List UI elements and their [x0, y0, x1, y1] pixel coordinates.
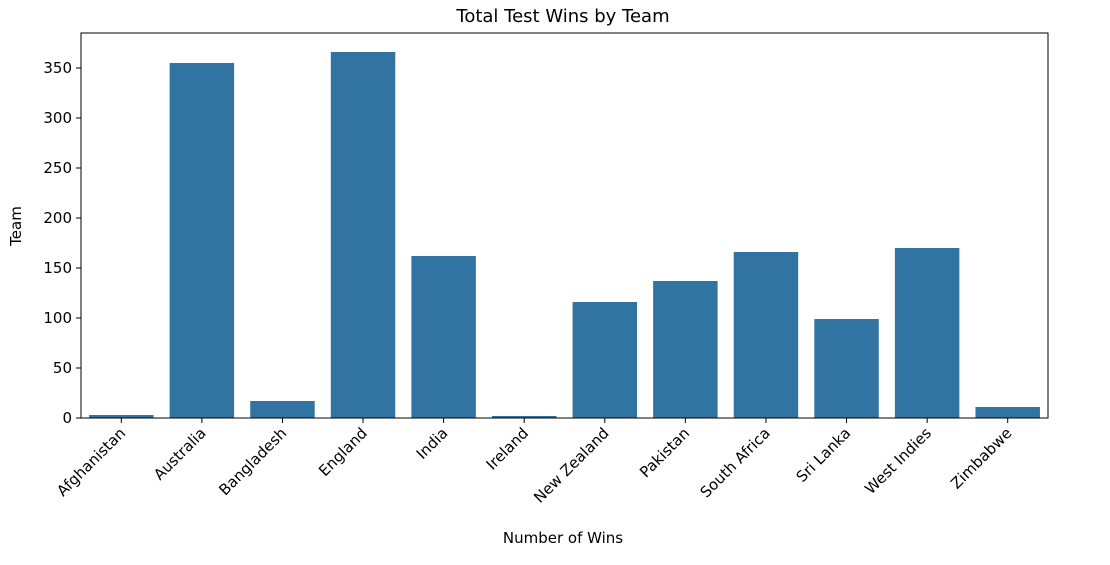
x-tick-label: Sri Lanka: [793, 424, 855, 486]
x-tick-label: Pakistan: [636, 424, 693, 481]
plot-frame: [80, 32, 1049, 419]
bar-ireland: [491, 416, 557, 418]
x-tick-label: West Indies: [861, 424, 935, 498]
chart-title: Total Test Wins by Team: [455, 6, 669, 27]
y-tick-label: 100: [43, 309, 72, 327]
bar-afghanistan: [89, 415, 154, 418]
x-tick-label: New Zealand: [530, 424, 612, 506]
bar-new-zealand: [572, 302, 638, 418]
x-tick-label: Australia: [150, 424, 210, 484]
x-tick-label: South Africa: [697, 424, 774, 501]
x-tick-label: Zimbabwe: [947, 424, 1015, 492]
y-axis-label: Team: [7, 206, 25, 247]
x-axis: Afghanistan Australia Bangladesh England Ind…: [53, 418, 1016, 507]
y-tick-label: 350: [43, 59, 72, 77]
bar-west-indies: [894, 248, 960, 418]
y-tick-label: 150: [43, 259, 72, 277]
bar-sri-lanka: [814, 319, 879, 418]
bar-bangladesh: [250, 401, 315, 418]
y-axis: 0 50 100 150 200 250 300 350: [43, 59, 81, 427]
y-tick-label: 200: [43, 209, 72, 227]
bar-australia: [169, 63, 235, 418]
y-tick-label: 0: [62, 409, 72, 427]
x-axis-label: Number of Wins: [503, 529, 623, 547]
x-tick-label: Bangladesh: [215, 424, 290, 499]
bar-zimbabwe: [975, 407, 1040, 418]
y-tick-label: 300: [43, 109, 72, 127]
y-tick-label: 50: [53, 359, 72, 377]
bar-india: [411, 256, 476, 418]
y-tick-label: 250: [43, 159, 72, 177]
bar-england: [330, 52, 396, 418]
bar-south-africa: [733, 252, 799, 418]
bar-pakistan: [653, 281, 718, 418]
x-tick-label: England: [315, 424, 371, 480]
x-tick-label: India: [413, 424, 452, 463]
x-tick-label: Ireland: [483, 424, 532, 473]
bars-group: [89, 52, 1040, 418]
x-tick-label: Afghanistan: [53, 424, 129, 500]
